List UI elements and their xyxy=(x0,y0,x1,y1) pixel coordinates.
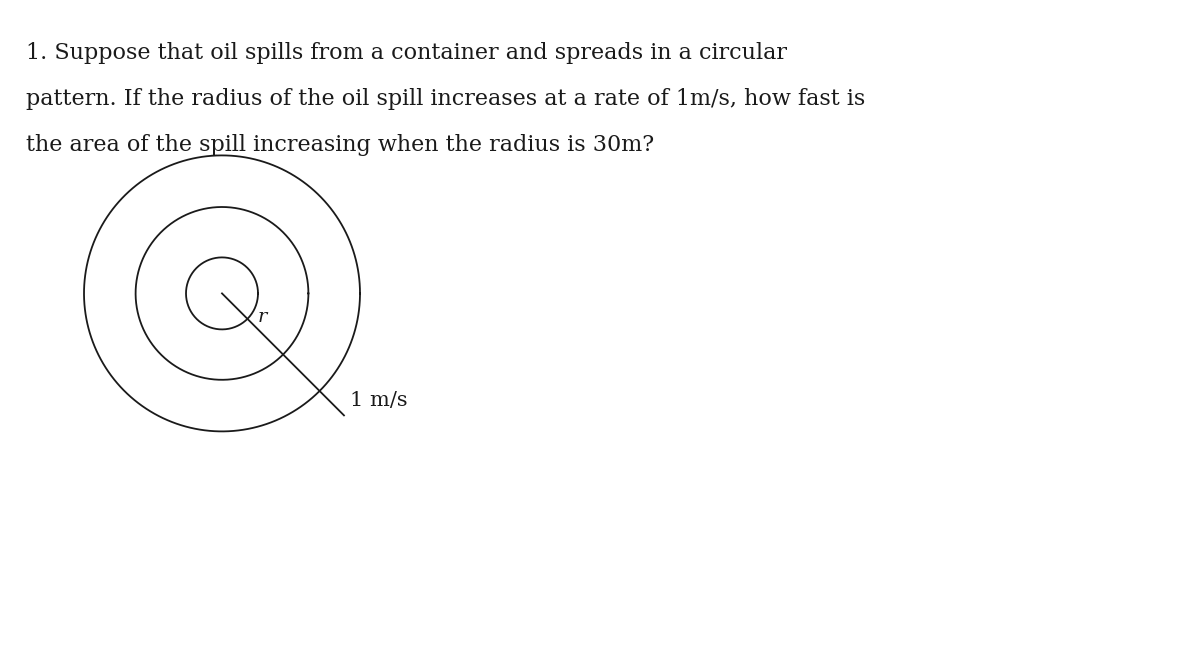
Text: the area of the spill increasing when the radius is 30m?: the area of the spill increasing when th… xyxy=(26,134,654,156)
Text: r: r xyxy=(258,308,266,327)
Text: pattern. If the radius of the oil spill increases at a rate of 1m/s, how fast is: pattern. If the radius of the oil spill … xyxy=(26,88,865,110)
Text: 1 m/s: 1 m/s xyxy=(350,391,408,410)
Text: 1. Suppose that oil spills from a container and spreads in a circular: 1. Suppose that oil spills from a contai… xyxy=(26,42,787,65)
